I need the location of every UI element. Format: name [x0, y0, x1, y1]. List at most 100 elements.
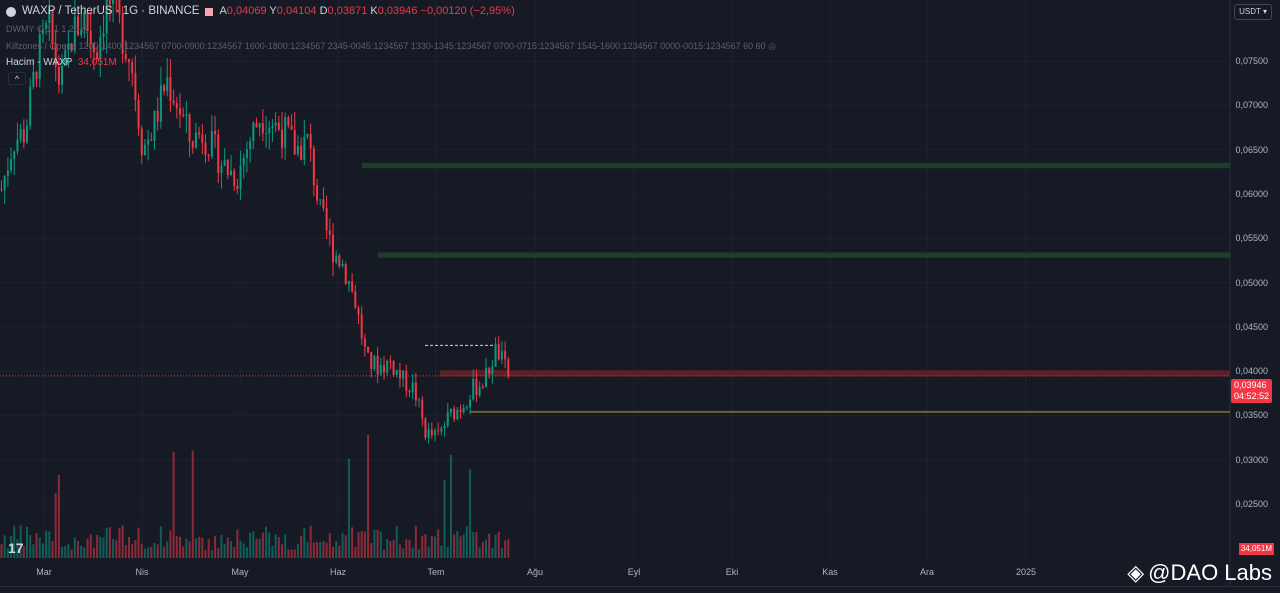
volume-bar — [322, 541, 325, 558]
candle-body — [172, 100, 175, 104]
candle-body — [16, 139, 19, 152]
volume-bar — [261, 532, 264, 558]
candle-body — [491, 366, 494, 374]
volume-bar — [418, 549, 421, 558]
volume-bar — [102, 537, 105, 558]
volume-bar — [271, 545, 274, 558]
volume-bar — [236, 529, 239, 558]
candle-body — [354, 291, 357, 308]
candle-body — [347, 281, 350, 284]
volume-bar — [363, 531, 366, 558]
candle-body — [322, 199, 325, 209]
candle-body — [437, 430, 440, 432]
volume-bar — [185, 538, 188, 558]
candle-body — [395, 369, 398, 376]
candle-body — [121, 13, 124, 54]
volume-bar — [169, 530, 172, 558]
volume-bar — [226, 537, 229, 558]
candle-body — [0, 189, 3, 191]
volume-bar — [217, 548, 220, 558]
candle-body — [319, 199, 322, 201]
volume-bar — [316, 542, 319, 558]
candle-body — [271, 126, 274, 128]
time-label: Eki — [725, 567, 739, 577]
price-label: 0,05500 — [1235, 233, 1268, 244]
volume-bar — [57, 474, 60, 558]
volume-bar — [86, 538, 89, 558]
dwmy-indicator[interactable]: DWMY O 1 1 1 20 ◎ — [6, 24, 90, 34]
candle-body — [194, 132, 197, 148]
currency-select[interactable]: USDT — [1234, 4, 1272, 20]
candle-body — [459, 409, 462, 412]
price-label: 0,04500 — [1235, 321, 1268, 332]
candle-body — [22, 129, 25, 143]
volume-bar — [96, 534, 99, 558]
volume-bar — [414, 525, 417, 558]
candle-body — [504, 351, 507, 360]
killzones-indicator[interactable]: Killzones / Opens 1200-1400:1234567 0700… — [6, 41, 777, 51]
candle-body — [159, 85, 162, 122]
volume-bar — [223, 543, 226, 558]
candle-body — [293, 129, 296, 155]
volume-bar — [230, 541, 232, 558]
candle-body — [70, 43, 73, 51]
collapse-legend-button[interactable]: ^ — [8, 72, 26, 85]
volume-bar — [108, 527, 111, 558]
volume-bar — [147, 547, 150, 558]
volume-bar — [437, 529, 440, 558]
candle-body — [118, 0, 121, 14]
time-label: Tem — [427, 567, 445, 577]
candle-body — [357, 307, 360, 315]
volume-bar — [500, 548, 503, 558]
candle-body — [236, 185, 239, 189]
symbol-icon — [6, 6, 16, 17]
candle-body — [287, 117, 290, 126]
volume-bar — [293, 549, 296, 558]
candle-body — [434, 430, 436, 436]
candle-body — [462, 407, 465, 412]
candle-body — [418, 399, 421, 401]
volume-bar — [19, 525, 22, 558]
volume-bar — [124, 544, 127, 558]
volume-bar — [54, 492, 57, 558]
time-label: Eyl — [627, 567, 641, 577]
candle-body — [252, 122, 255, 142]
candle-body — [383, 365, 385, 373]
eye-off-icon[interactable]: ◎ — [768, 41, 777, 51]
tradingview-logo[interactable]: 17 — [8, 540, 24, 556]
candle-body — [182, 114, 185, 117]
candle-body — [188, 114, 191, 142]
bottom-toolbar — [0, 586, 1280, 593]
candle-body — [198, 132, 201, 135]
volume-bar — [83, 547, 86, 558]
candle-body — [19, 129, 22, 140]
volume-bar — [453, 534, 456, 558]
candle-body — [268, 127, 271, 134]
candle-body — [367, 346, 370, 353]
eye-off-icon[interactable]: ◎ — [81, 24, 90, 34]
volume-bar — [332, 547, 334, 558]
volume-bar — [421, 535, 424, 558]
volume-bar — [475, 531, 478, 558]
candle-body — [54, 43, 57, 67]
volume-bar — [26, 526, 28, 558]
zone-resistance — [440, 370, 1230, 377]
volume-bar — [386, 539, 389, 558]
candle-body — [497, 344, 500, 360]
candle-body — [150, 139, 153, 141]
candle-body — [258, 123, 261, 128]
candle-body — [217, 134, 220, 173]
volume-bar — [373, 530, 376, 558]
candle-body — [45, 23, 48, 29]
time-label: Nis — [135, 567, 149, 577]
volume-bar — [481, 541, 484, 558]
candle-body — [281, 129, 283, 148]
candle-body — [469, 399, 472, 408]
symbol-title[interactable]: WAXP / TetherUS · 1G · BINANCE — [22, 5, 200, 17]
volume-bar — [268, 532, 271, 558]
candle-body — [128, 59, 130, 62]
volume-bar — [347, 458, 350, 558]
volume-bar — [61, 546, 64, 558]
volume-bar — [281, 543, 283, 558]
